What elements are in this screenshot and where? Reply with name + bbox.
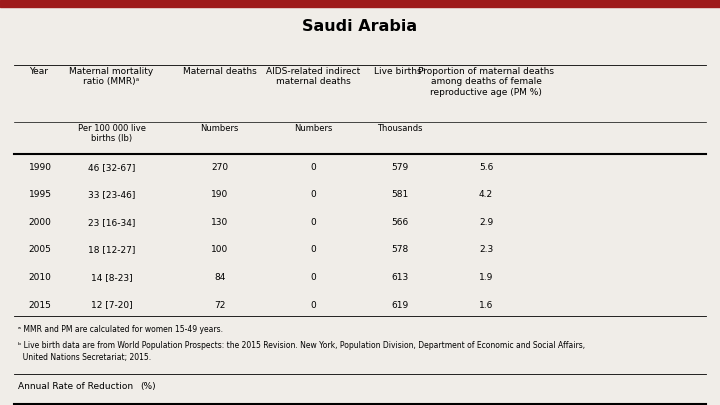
Text: Numbers: Numbers (200, 124, 239, 132)
Text: 578: 578 (391, 245, 408, 254)
Text: 33 [23-46]: 33 [23-46] (88, 190, 135, 199)
Text: 0: 0 (310, 163, 316, 172)
Text: 130: 130 (211, 218, 228, 227)
Text: AIDS-related indirect
maternal deaths: AIDS-related indirect maternal deaths (266, 67, 360, 86)
Text: Saudi Arabia: Saudi Arabia (302, 19, 418, 34)
Text: 0: 0 (310, 190, 316, 199)
Text: (%): (%) (140, 382, 156, 390)
Text: Maternal deaths: Maternal deaths (183, 67, 256, 76)
Text: Numbers: Numbers (294, 124, 333, 132)
Text: 1995: 1995 (29, 190, 52, 199)
Text: 2005: 2005 (29, 245, 52, 254)
Text: 1990: 1990 (29, 163, 52, 172)
Text: 72: 72 (214, 301, 225, 309)
Text: 14 [8-23]: 14 [8-23] (91, 273, 132, 282)
Text: 579: 579 (391, 163, 408, 172)
Text: 270: 270 (211, 163, 228, 172)
Text: 84: 84 (214, 273, 225, 282)
Text: United Nations Secretariat; 2015.: United Nations Secretariat; 2015. (18, 353, 151, 362)
Bar (0, 0, 720, 7)
Text: 190: 190 (211, 190, 228, 199)
Text: 46 [32-67]: 46 [32-67] (88, 163, 135, 172)
Text: 619: 619 (391, 301, 408, 309)
Text: Maternal mortality
ratio (MMR)ᵃ: Maternal mortality ratio (MMR)ᵃ (69, 67, 154, 86)
Text: 0: 0 (310, 218, 316, 227)
Text: 0: 0 (310, 245, 316, 254)
Text: 2015: 2015 (29, 301, 52, 309)
Text: 0: 0 (310, 273, 316, 282)
Text: 2.3: 2.3 (479, 245, 493, 254)
Text: Proportion of maternal deaths
among deaths of female
reproductive age (PM %): Proportion of maternal deaths among deat… (418, 67, 554, 97)
Text: 0: 0 (310, 301, 316, 309)
Text: Year: Year (29, 67, 48, 76)
Text: 5.6: 5.6 (479, 163, 493, 172)
Text: 1.6: 1.6 (479, 301, 493, 309)
Text: Live birthsᵇ: Live birthsᵇ (374, 67, 426, 76)
Text: 2.9: 2.9 (479, 218, 493, 227)
Text: 4.2: 4.2 (479, 190, 493, 199)
Text: 581: 581 (391, 190, 408, 199)
Text: Thousands: Thousands (377, 124, 423, 132)
Text: 613: 613 (391, 273, 408, 282)
Text: 12 [7-20]: 12 [7-20] (91, 301, 132, 309)
Text: 2000: 2000 (29, 218, 52, 227)
Text: 566: 566 (391, 218, 408, 227)
Text: Per 100 000 live
births (lb): Per 100 000 live births (lb) (78, 124, 145, 143)
Text: ᵇ Live birth data are from World Population Prospects: the 2015 Revision. New Yo: ᵇ Live birth data are from World Populat… (18, 341, 585, 350)
Text: 2010: 2010 (29, 273, 52, 282)
Text: 18 [12-27]: 18 [12-27] (88, 245, 135, 254)
Text: ᵃ MMR and PM are calculated for women 15-49 years.: ᵃ MMR and PM are calculated for women 15… (18, 325, 223, 334)
Text: 100: 100 (211, 245, 228, 254)
Text: 23 [16-34]: 23 [16-34] (88, 218, 135, 227)
Text: 1.9: 1.9 (479, 273, 493, 282)
Text: Annual Rate of Reduction: Annual Rate of Reduction (18, 382, 133, 390)
